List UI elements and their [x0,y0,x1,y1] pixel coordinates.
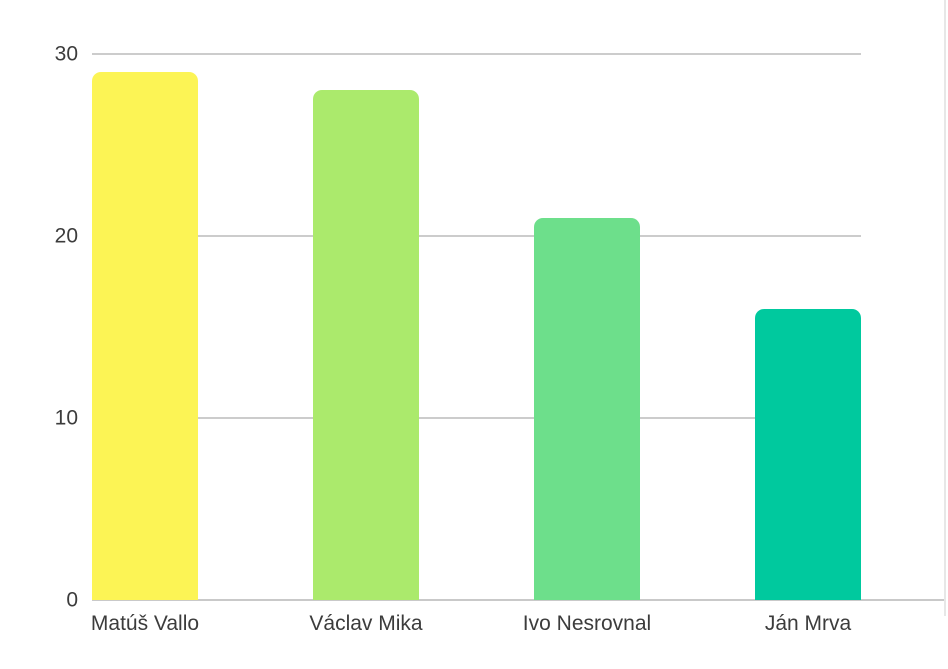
bar-3[interactable] [534,217,640,600]
y-axis-tick-label: 0 [66,588,78,612]
x-axis-category-label: Ján Mrva [764,612,852,635]
x-axis-baseline [92,599,944,601]
bar-1[interactable] [92,72,198,600]
x-axis-category-label: Matúš Vallo [90,612,200,635]
bar-2[interactable] [313,90,419,600]
bar-4[interactable] [755,308,861,600]
plot-right-border [944,0,946,616]
y-axis-tick-label: 20 [54,224,78,248]
x-axis-category-label: Ivo Nesrovnal [522,612,652,635]
y-axis-tick-label: 10 [54,406,78,430]
y-axis-tick-label: 30 [54,42,78,66]
gridline [92,417,861,419]
gridline [92,53,861,55]
gridline [92,235,861,237]
x-axis-category-label: Václav Mika [309,612,423,635]
